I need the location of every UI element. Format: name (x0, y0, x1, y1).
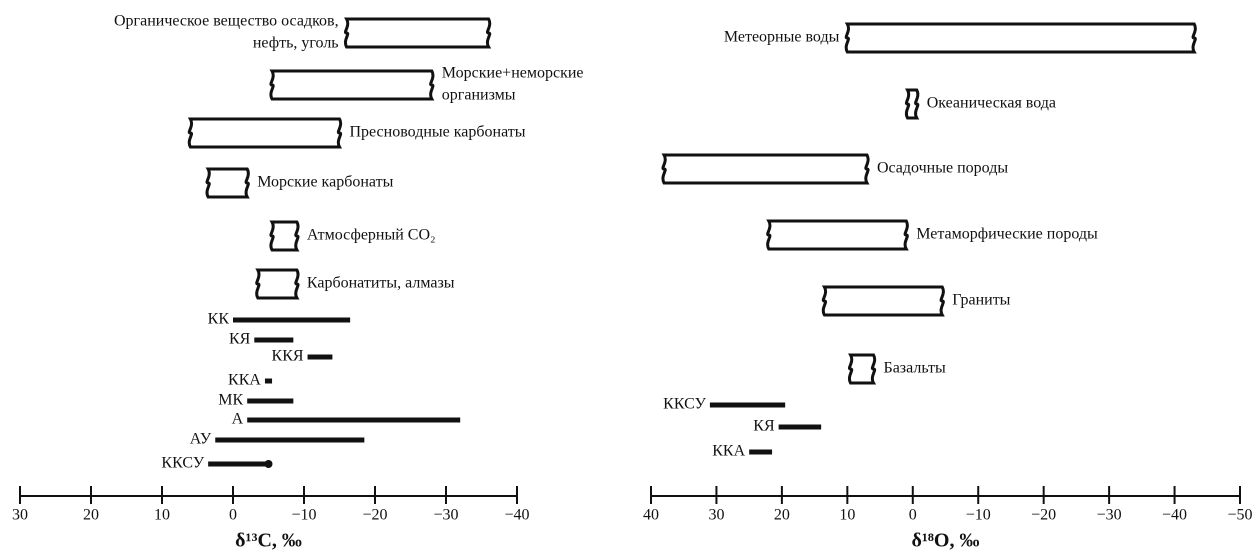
x-tick-label: −40 (1162, 507, 1187, 524)
x-tick-label: 40 (643, 507, 659, 524)
range-box (187, 117, 343, 149)
range-label: Пресноводные карбонаты (350, 124, 526, 141)
x-tick-label: −10 (966, 507, 991, 524)
end-marker (264, 460, 273, 468)
range-box (661, 153, 870, 185)
x-tick-label: −20 (362, 507, 387, 524)
range-label: Морские+неморские (442, 65, 584, 82)
range-label: Океаническая вода (927, 95, 1056, 112)
range-label: нефть, уголь (253, 35, 339, 52)
range-label: Метеорные воды (724, 29, 840, 46)
x-tick-label: −30 (433, 507, 458, 524)
range-label: АУ (190, 431, 212, 448)
x-axis-title: δ¹⁸O, ‰ (912, 530, 980, 552)
range-box (766, 219, 909, 251)
x-tick-label: −30 (1097, 507, 1122, 524)
x-tick-label: 20 (83, 507, 99, 524)
range-label: КЯ (229, 331, 251, 348)
range-box (821, 285, 945, 317)
range-label: ККСУ (663, 396, 706, 413)
range-label: Карбонатиты, алмазы (307, 275, 455, 292)
range-label: Органическое вещество осадков, (114, 13, 339, 30)
range-box (847, 353, 877, 385)
x-tick-label: 0 (229, 507, 237, 524)
x-axis-title: δ¹³C, ‰ (235, 530, 302, 552)
range-box (844, 22, 1197, 54)
x-tick-label: 30 (12, 507, 28, 524)
range-label: Морские карбонаты (257, 174, 393, 191)
range-box (269, 220, 300, 252)
x-tick-label: 20 (774, 507, 790, 524)
range-label: КК (208, 311, 230, 328)
x-tick-label: 10 (154, 507, 170, 524)
range-label: Базальты (884, 360, 947, 377)
range-label: Метаморфические породы (916, 226, 1098, 243)
range-label: МК (218, 392, 243, 409)
range-box (904, 88, 920, 120)
x-tick-label: −40 (504, 507, 529, 524)
range-label: Осадочные породы (877, 160, 1008, 177)
range-label: ККЯ (272, 348, 304, 365)
x-tick-label: −50 (1227, 507, 1252, 524)
range-label: ККСУ (161, 455, 204, 472)
x-tick-label: 0 (909, 507, 917, 524)
range-box (255, 268, 300, 300)
range-label: КЯ (753, 418, 775, 435)
x-tick-label: −10 (291, 507, 316, 524)
range-label: ККА (712, 443, 745, 460)
range-label: А (232, 411, 244, 428)
range-box (269, 69, 435, 101)
range-label: Атмосферный CO₂ (307, 227, 436, 244)
range-label: организмы (442, 87, 516, 104)
range-box (343, 17, 492, 49)
x-tick-label: 30 (708, 507, 724, 524)
range-label: ККА (228, 372, 261, 389)
x-tick-label: 10 (839, 507, 855, 524)
range-label: Граниты (952, 292, 1010, 309)
x-tick-label: −20 (1031, 507, 1056, 524)
range-box (205, 167, 250, 199)
